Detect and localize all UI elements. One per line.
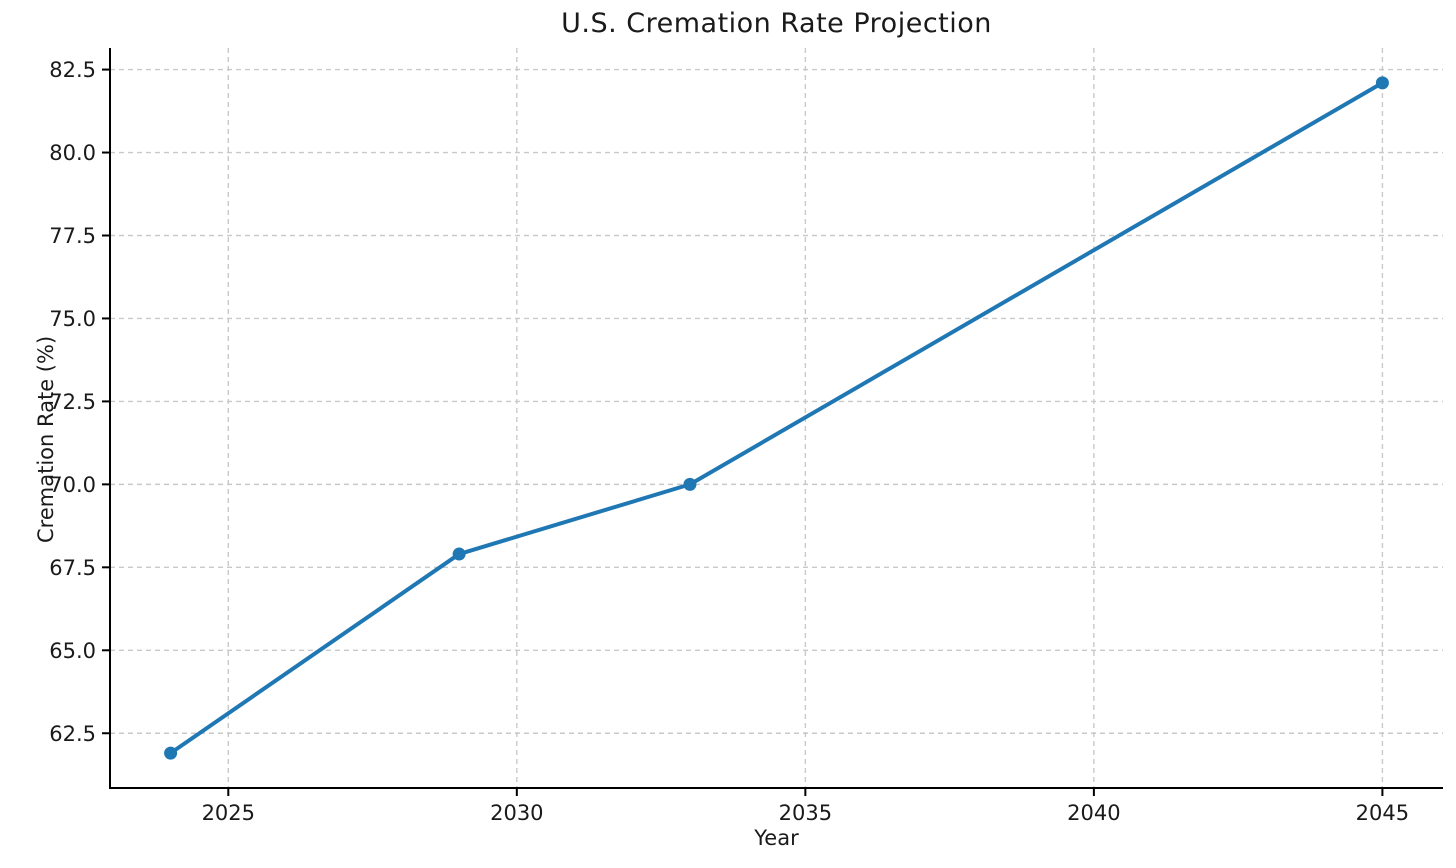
x-tick-label: 2035 [779, 801, 832, 825]
x-tick-label: 2025 [202, 801, 255, 825]
x-axis-label: Year [754, 826, 799, 850]
y-tick-label: 77.5 [49, 224, 96, 248]
y-tick-label: 67.5 [49, 556, 96, 580]
data-point [1375, 76, 1389, 90]
x-tick-label: 2030 [490, 801, 543, 825]
y-axis-label: Cremation Rate (%) [34, 335, 58, 543]
y-tick-label: 80.0 [49, 141, 96, 165]
y-tick-label: 82.5 [49, 58, 96, 82]
chart-title: U.S. Cremation Rate Projection [561, 8, 992, 39]
x-tick-label: 2045 [1356, 801, 1409, 825]
y-tick-label: 75.0 [49, 307, 96, 331]
data-point [452, 547, 466, 561]
data-point [164, 746, 178, 760]
data-point [683, 477, 697, 491]
y-tick-label: 72.5 [49, 390, 96, 414]
x-tick-label: 2040 [1067, 801, 1120, 825]
y-tick-label: 70.0 [49, 473, 96, 497]
data-line [168, 80, 1385, 756]
y-tick-label: 62.5 [49, 722, 96, 746]
y-tick-label: 65.0 [49, 639, 96, 663]
